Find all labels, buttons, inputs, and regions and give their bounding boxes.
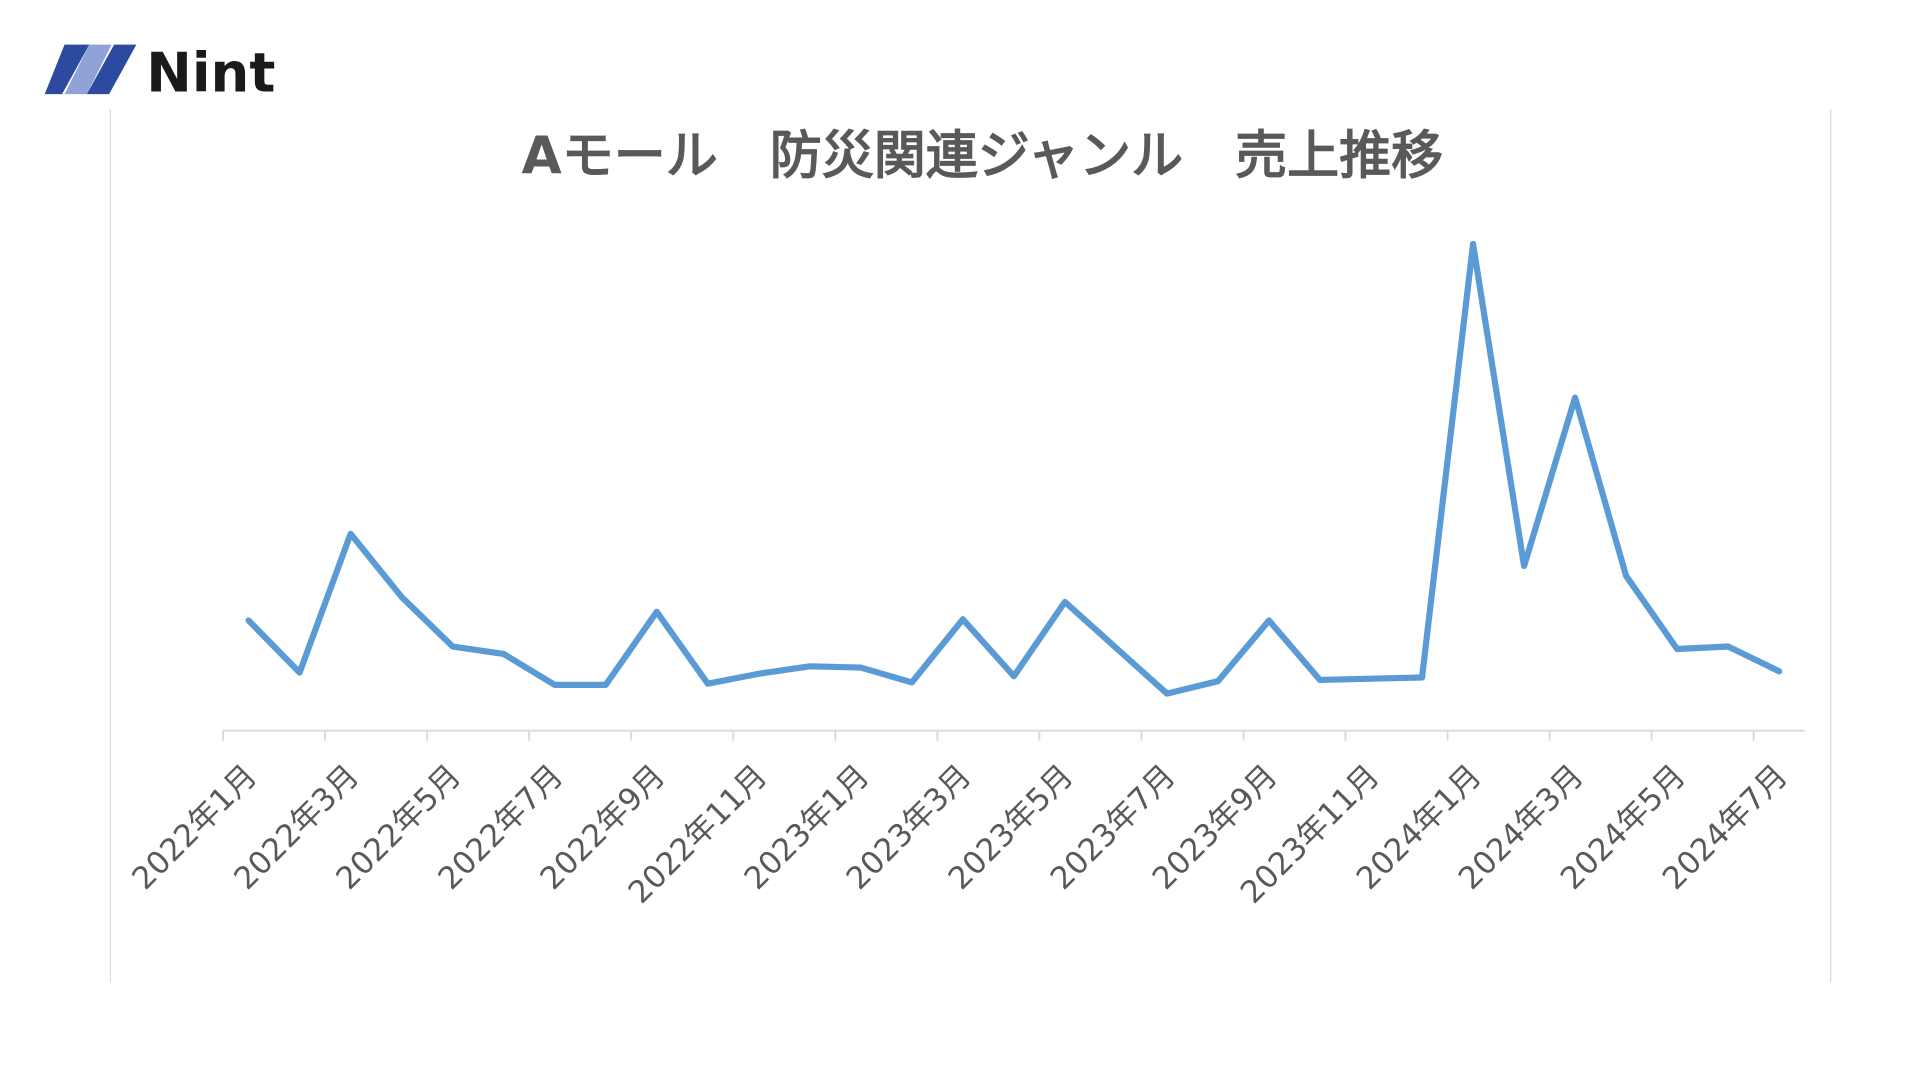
data-line xyxy=(245,240,1783,697)
logo-text: Nint xyxy=(146,41,275,105)
logo-mark xyxy=(44,44,137,95)
chart-title: Aモール 防災関連ジャンル 売上推移 xyxy=(521,126,1443,186)
